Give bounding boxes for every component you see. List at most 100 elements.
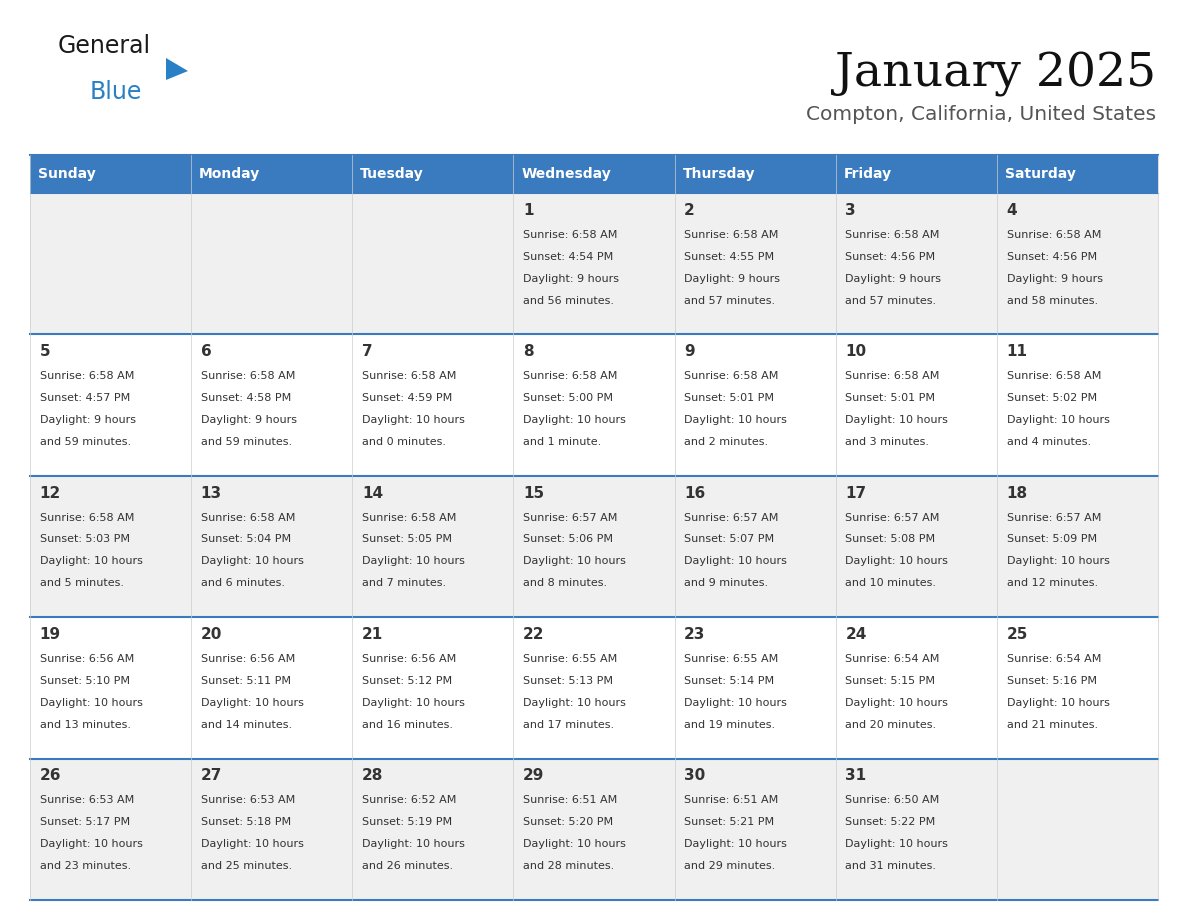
Text: and 56 minutes.: and 56 minutes.	[523, 296, 614, 306]
Text: and 5 minutes.: and 5 minutes.	[39, 578, 124, 588]
Text: Daylight: 10 hours: Daylight: 10 hours	[523, 556, 626, 566]
Text: Sunrise: 6:57 AM: Sunrise: 6:57 AM	[846, 512, 940, 522]
Text: Sunrise: 6:58 AM: Sunrise: 6:58 AM	[201, 512, 295, 522]
Text: and 12 minutes.: and 12 minutes.	[1006, 578, 1098, 588]
Text: 1: 1	[523, 203, 533, 218]
Text: and 59 minutes.: and 59 minutes.	[201, 437, 292, 447]
Text: Sunrise: 6:50 AM: Sunrise: 6:50 AM	[846, 795, 940, 805]
Text: Sunset: 5:02 PM: Sunset: 5:02 PM	[1006, 393, 1097, 403]
Text: and 1 minute.: and 1 minute.	[523, 437, 601, 447]
Text: and 58 minutes.: and 58 minutes.	[1006, 296, 1098, 306]
Bar	[353, 617, 513, 758]
Text: Daylight: 9 hours: Daylight: 9 hours	[39, 415, 135, 425]
Bar	[835, 155, 997, 193]
Text: Sunrise: 6:58 AM: Sunrise: 6:58 AM	[201, 371, 295, 381]
Text: Sunset: 5:10 PM: Sunset: 5:10 PM	[39, 676, 129, 686]
Bar	[513, 193, 675, 334]
Text: Monday: Monday	[200, 167, 260, 181]
Text: and 59 minutes.: and 59 minutes.	[39, 437, 131, 447]
Text: 29: 29	[523, 768, 544, 783]
Bar	[675, 334, 835, 476]
Text: 15: 15	[523, 486, 544, 500]
Text: January 2025: January 2025	[835, 52, 1156, 97]
Text: Sunset: 5:16 PM: Sunset: 5:16 PM	[1006, 676, 1097, 686]
Bar	[835, 193, 997, 334]
Text: Daylight: 10 hours: Daylight: 10 hours	[684, 556, 788, 566]
Text: Sunrise: 6:58 AM: Sunrise: 6:58 AM	[523, 371, 618, 381]
Text: Sunday: Sunday	[38, 167, 96, 181]
Text: Sunrise: 6:58 AM: Sunrise: 6:58 AM	[684, 371, 778, 381]
Text: Daylight: 10 hours: Daylight: 10 hours	[1006, 556, 1110, 566]
Text: Daylight: 10 hours: Daylight: 10 hours	[846, 415, 948, 425]
Bar	[835, 334, 997, 476]
Text: Daylight: 9 hours: Daylight: 9 hours	[846, 274, 941, 284]
Bar	[997, 193, 1158, 334]
Text: 21: 21	[362, 627, 384, 642]
Text: Sunset: 4:56 PM: Sunset: 4:56 PM	[1006, 252, 1097, 262]
Polygon shape	[166, 58, 188, 80]
Bar	[513, 617, 675, 758]
Text: and 8 minutes.: and 8 minutes.	[523, 578, 607, 588]
Bar	[30, 334, 191, 476]
Text: Sunrise: 6:55 AM: Sunrise: 6:55 AM	[684, 654, 778, 664]
Bar	[30, 476, 191, 617]
Text: and 10 minutes.: and 10 minutes.	[846, 578, 936, 588]
Bar	[191, 617, 353, 758]
Text: Sunset: 4:58 PM: Sunset: 4:58 PM	[201, 393, 291, 403]
Text: and 23 minutes.: and 23 minutes.	[39, 861, 131, 871]
Text: 12: 12	[39, 486, 61, 500]
Text: Daylight: 10 hours: Daylight: 10 hours	[523, 839, 626, 849]
Text: 17: 17	[846, 486, 866, 500]
Bar	[191, 334, 353, 476]
Text: Daylight: 10 hours: Daylight: 10 hours	[201, 698, 304, 708]
Text: Sunset: 5:13 PM: Sunset: 5:13 PM	[523, 676, 613, 686]
Text: Sunset: 5:17 PM: Sunset: 5:17 PM	[39, 817, 129, 827]
Text: Tuesday: Tuesday	[360, 167, 424, 181]
Bar	[353, 155, 513, 193]
Bar	[835, 617, 997, 758]
Text: Daylight: 9 hours: Daylight: 9 hours	[684, 274, 781, 284]
Text: Daylight: 9 hours: Daylight: 9 hours	[1006, 274, 1102, 284]
Text: 25: 25	[1006, 627, 1028, 642]
Text: Sunset: 5:01 PM: Sunset: 5:01 PM	[846, 393, 935, 403]
Text: Sunset: 5:01 PM: Sunset: 5:01 PM	[684, 393, 775, 403]
Text: General: General	[58, 34, 151, 58]
Text: 10: 10	[846, 344, 866, 359]
Text: Daylight: 10 hours: Daylight: 10 hours	[846, 556, 948, 566]
Text: Thursday: Thursday	[683, 167, 756, 181]
Bar	[675, 155, 835, 193]
Text: Saturday: Saturday	[1005, 167, 1076, 181]
Text: Sunrise: 6:56 AM: Sunrise: 6:56 AM	[362, 654, 456, 664]
Text: Sunrise: 6:58 AM: Sunrise: 6:58 AM	[684, 230, 778, 240]
Text: Daylight: 10 hours: Daylight: 10 hours	[362, 839, 465, 849]
Text: Sunrise: 6:51 AM: Sunrise: 6:51 AM	[684, 795, 778, 805]
Text: 23: 23	[684, 627, 706, 642]
Text: Daylight: 10 hours: Daylight: 10 hours	[39, 556, 143, 566]
Text: Sunset: 5:07 PM: Sunset: 5:07 PM	[684, 534, 775, 544]
Text: Daylight: 10 hours: Daylight: 10 hours	[846, 839, 948, 849]
Text: Sunrise: 6:58 AM: Sunrise: 6:58 AM	[846, 230, 940, 240]
Bar	[191, 758, 353, 900]
Text: Sunrise: 6:55 AM: Sunrise: 6:55 AM	[523, 654, 618, 664]
Bar	[353, 758, 513, 900]
Text: 7: 7	[362, 344, 373, 359]
Text: and 6 minutes.: and 6 minutes.	[201, 578, 285, 588]
Text: Sunset: 5:08 PM: Sunset: 5:08 PM	[846, 534, 935, 544]
Bar	[675, 758, 835, 900]
Text: 16: 16	[684, 486, 706, 500]
Text: Sunset: 5:20 PM: Sunset: 5:20 PM	[523, 817, 613, 827]
Text: Sunset: 5:04 PM: Sunset: 5:04 PM	[201, 534, 291, 544]
Bar	[675, 476, 835, 617]
Text: Daylight: 10 hours: Daylight: 10 hours	[846, 698, 948, 708]
Bar	[997, 617, 1158, 758]
Text: Daylight: 10 hours: Daylight: 10 hours	[39, 698, 143, 708]
Text: Daylight: 10 hours: Daylight: 10 hours	[684, 415, 788, 425]
Text: 2: 2	[684, 203, 695, 218]
Text: 24: 24	[846, 627, 867, 642]
Text: Daylight: 9 hours: Daylight: 9 hours	[201, 415, 297, 425]
Text: and 2 minutes.: and 2 minutes.	[684, 437, 769, 447]
Text: Wednesday: Wednesday	[522, 167, 612, 181]
Bar	[675, 617, 835, 758]
Bar	[191, 155, 353, 193]
Text: Sunrise: 6:57 AM: Sunrise: 6:57 AM	[1006, 512, 1101, 522]
